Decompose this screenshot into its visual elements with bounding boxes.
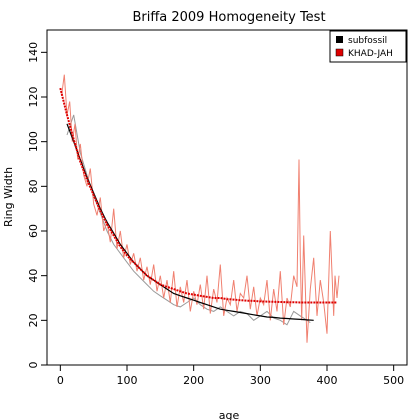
y-tick-label: 0 [27, 362, 40, 369]
legend-swatch-khad-jah [335, 48, 344, 57]
y-tick-label: 40 [27, 269, 40, 283]
y-tick-label: 120 [27, 87, 40, 108]
y-tick-label: 100 [27, 131, 40, 152]
x-tick-label: 100 [117, 374, 138, 387]
legend-box [329, 30, 407, 63]
chart-title: Briffa 2009 Homogeneity Test [132, 10, 325, 25]
y-axis-label: Ring Width [2, 167, 15, 227]
plot-frame [46, 29, 408, 366]
axes: 0 100 200 300 400 500 0 20 40 60 80 100 120 140 [27, 42, 404, 387]
x-tick-label: 500 [383, 374, 404, 387]
legend: subfossil KHAD-JAH [329, 30, 407, 63]
series-fit-khad-jah [59, 87, 337, 304]
y-tick-label: 60 [27, 224, 40, 238]
x-tick-label: 0 [57, 374, 64, 387]
x-tick-label: 200 [183, 374, 204, 387]
x-axis-label: age [219, 409, 240, 420]
legend-swatch-subfossil [336, 36, 343, 43]
series-fit-subfossil [66, 123, 314, 321]
legend-label-khad-jah: KHAD-JAH [348, 49, 393, 59]
plot-area [59, 74, 340, 343]
y-tick-label: 80 [27, 179, 40, 193]
x-tick-label: 300 [250, 374, 271, 387]
y-tick-label: 140 [27, 42, 40, 63]
legend-label-subfossil: subfossil [348, 36, 387, 46]
series-raw-khad-jah [61, 74, 340, 343]
y-tick-label: 20 [27, 313, 40, 327]
x-tick-label: 400 [317, 374, 338, 387]
